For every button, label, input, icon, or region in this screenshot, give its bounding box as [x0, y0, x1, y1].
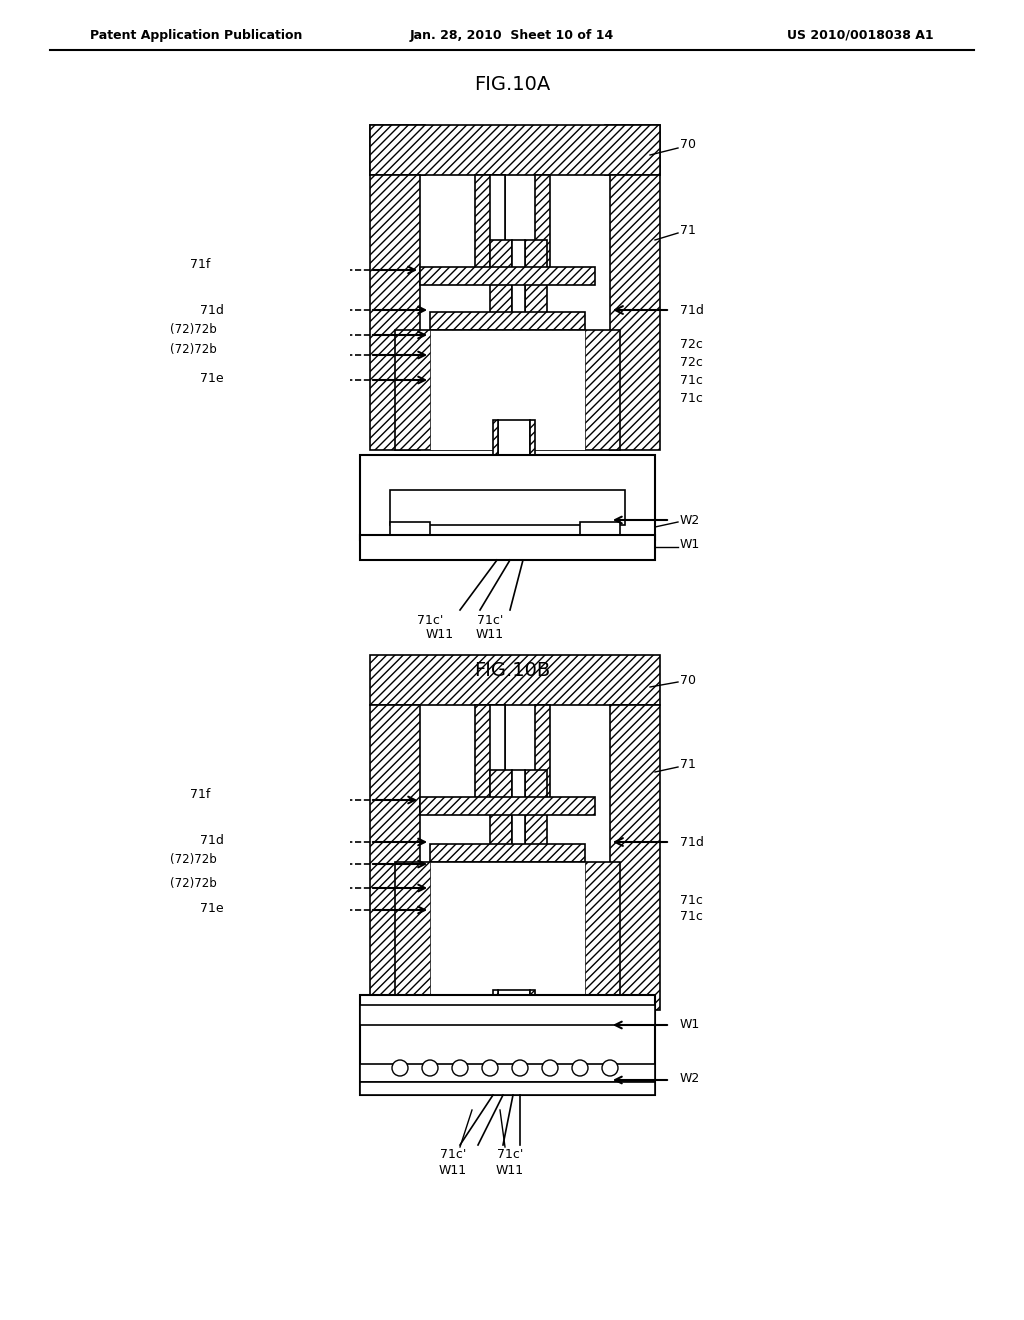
Text: Jan. 28, 2010  Sheet 10 of 14: Jan. 28, 2010 Sheet 10 of 14: [410, 29, 614, 41]
Bar: [430, 330, 585, 450]
Bar: [360, 1005, 655, 1026]
Text: 71c: 71c: [680, 894, 702, 907]
Text: 71d: 71d: [680, 836, 703, 849]
Text: 71f: 71f: [190, 788, 210, 801]
Bar: [530, 420, 535, 510]
Bar: [535, 705, 550, 800]
Bar: [475, 176, 505, 271]
Text: (72)72b: (72)72b: [170, 878, 217, 891]
Bar: [535, 176, 550, 271]
Bar: [610, 176, 660, 450]
Bar: [493, 420, 498, 510]
Bar: [490, 240, 512, 440]
Text: 71e: 71e: [200, 371, 223, 384]
Bar: [605, 125, 660, 176]
Text: 70: 70: [680, 139, 696, 152]
Text: 71: 71: [680, 223, 696, 236]
Circle shape: [602, 1060, 618, 1076]
Text: 71c': 71c': [497, 1148, 523, 1162]
Bar: [490, 176, 505, 271]
Bar: [390, 521, 430, 537]
Bar: [525, 240, 547, 440]
Circle shape: [392, 1060, 408, 1076]
Bar: [512, 770, 525, 979]
Text: FIG.10B: FIG.10B: [474, 660, 550, 680]
Bar: [390, 490, 625, 525]
Text: W11: W11: [496, 1163, 524, 1176]
Bar: [525, 770, 547, 979]
Text: (72)72b: (72)72b: [170, 343, 217, 356]
Bar: [360, 455, 655, 540]
Bar: [610, 705, 660, 1010]
Bar: [493, 990, 498, 1065]
Bar: [395, 330, 620, 450]
Bar: [360, 1064, 655, 1082]
Text: 71c: 71c: [680, 911, 702, 924]
Bar: [360, 535, 655, 560]
Circle shape: [422, 1060, 438, 1076]
Text: W11: W11: [476, 628, 504, 642]
Bar: [498, 990, 530, 1065]
Text: 71: 71: [680, 759, 696, 771]
Bar: [580, 521, 620, 537]
Text: US 2010/0018038 A1: US 2010/0018038 A1: [787, 29, 934, 41]
Text: W11: W11: [426, 628, 454, 642]
Bar: [420, 797, 595, 814]
Text: W2: W2: [680, 513, 700, 527]
Bar: [370, 176, 420, 450]
Text: W2: W2: [680, 1072, 700, 1085]
Text: 71c': 71c': [477, 614, 503, 627]
Bar: [430, 312, 585, 330]
Bar: [530, 990, 535, 1065]
Bar: [430, 862, 585, 1010]
Text: 72c: 72c: [680, 355, 702, 368]
Bar: [490, 770, 512, 979]
Text: 70: 70: [680, 673, 696, 686]
Circle shape: [572, 1060, 588, 1076]
Circle shape: [542, 1060, 558, 1076]
Bar: [360, 995, 655, 1096]
Text: W1: W1: [680, 539, 700, 552]
Text: 71d: 71d: [200, 833, 224, 846]
Bar: [490, 705, 505, 800]
Bar: [395, 862, 620, 1010]
Bar: [420, 267, 595, 285]
Text: W1: W1: [680, 1019, 700, 1031]
Circle shape: [482, 1060, 498, 1076]
Text: 71c': 71c': [417, 614, 443, 627]
Text: 71d: 71d: [680, 304, 703, 317]
Text: 71f: 71f: [190, 259, 210, 272]
Bar: [498, 420, 530, 510]
Text: (72)72b: (72)72b: [170, 323, 217, 337]
Bar: [360, 1082, 655, 1096]
Text: FIG.10A: FIG.10A: [474, 75, 550, 95]
Text: 71c: 71c: [680, 374, 702, 387]
Bar: [370, 655, 660, 705]
Bar: [370, 125, 425, 176]
Bar: [430, 843, 585, 862]
Bar: [512, 240, 525, 440]
Text: 72c: 72c: [680, 338, 702, 351]
Text: 71c: 71c: [680, 392, 702, 404]
Text: 71e: 71e: [200, 902, 223, 915]
Text: 71c': 71c': [440, 1148, 466, 1162]
Circle shape: [452, 1060, 468, 1076]
Text: Patent Application Publication: Patent Application Publication: [90, 29, 302, 41]
Text: (72)72b: (72)72b: [170, 854, 217, 866]
Circle shape: [512, 1060, 528, 1076]
Bar: [370, 705, 420, 1010]
Text: W11: W11: [439, 1163, 467, 1176]
Bar: [475, 705, 505, 800]
Bar: [370, 125, 660, 176]
Text: 71d: 71d: [200, 304, 224, 317]
